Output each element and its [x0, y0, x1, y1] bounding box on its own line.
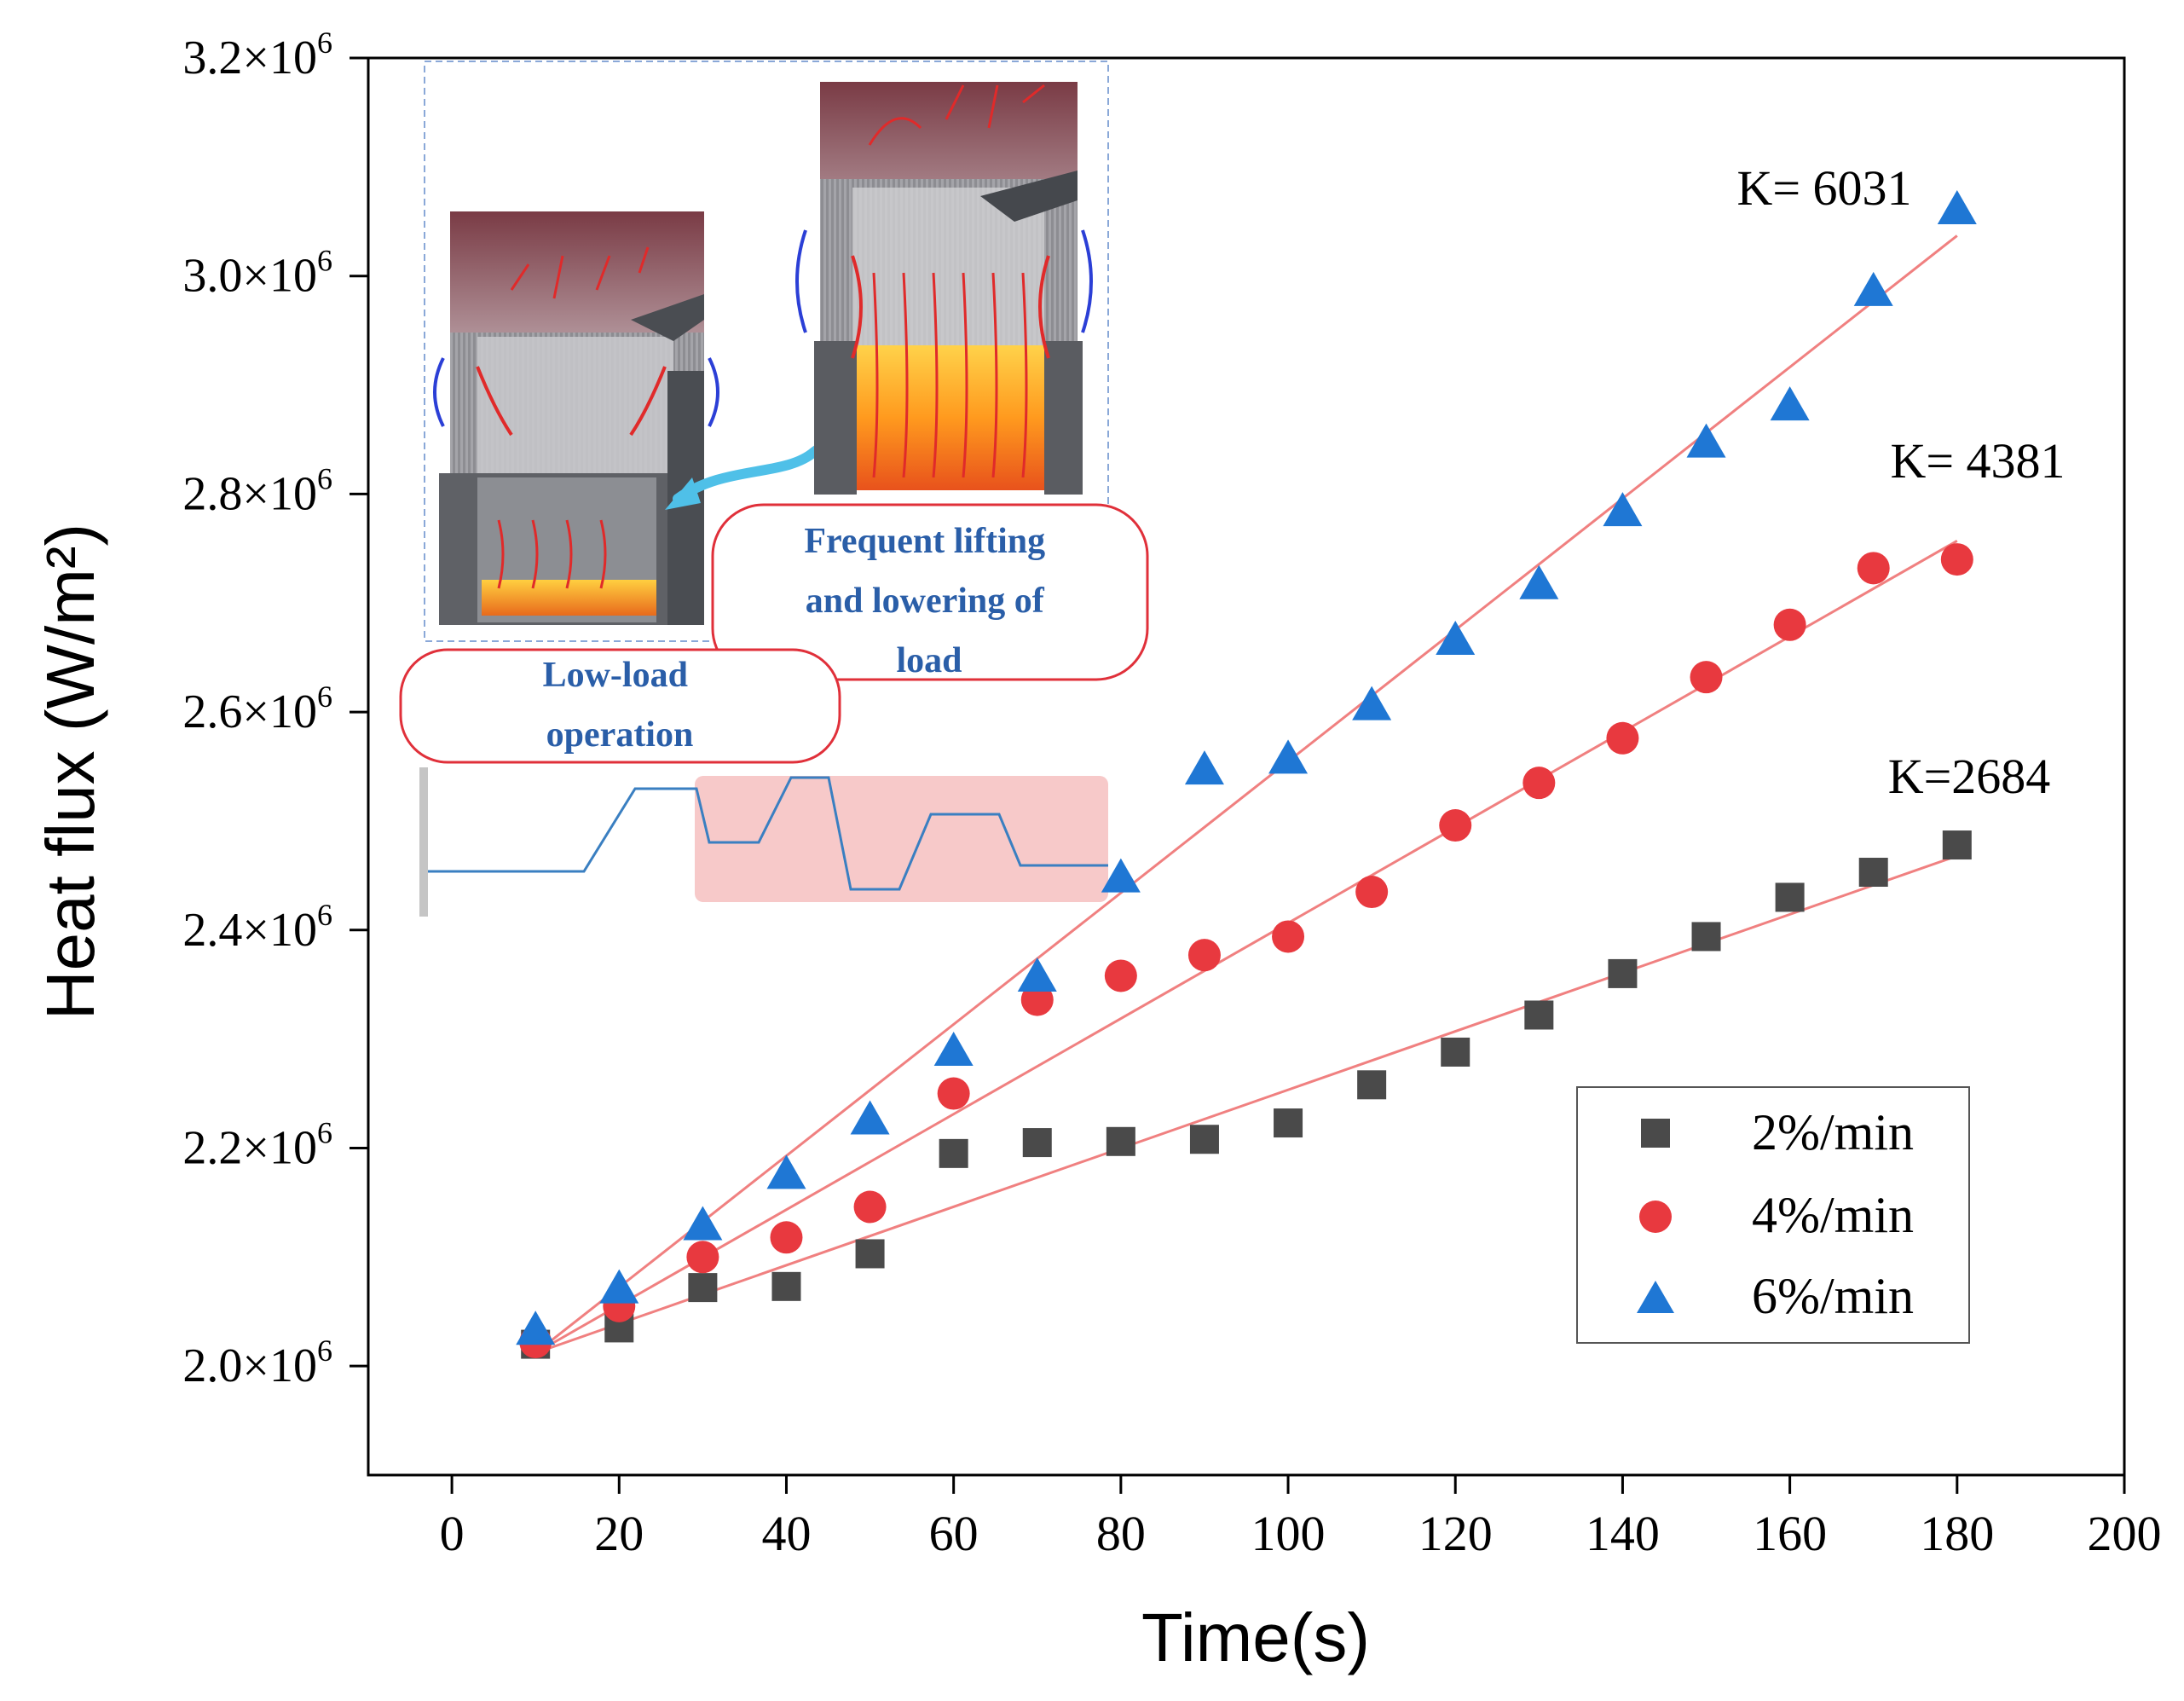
x-tick-label: 80: [1096, 1506, 1146, 1561]
data-point-square: [1274, 1108, 1303, 1138]
low-load-label: Low-load operation: [543, 656, 697, 755]
data-point-circle: [1187, 939, 1221, 972]
y-tick-label: 3.0×106: [182, 244, 332, 303]
data-point-circle: [1104, 959, 1137, 992]
data-point-square: [1608, 958, 1638, 988]
legend-marker-6pct: [1637, 1281, 1674, 1313]
legend-label-4pct: 4%/min: [1752, 1187, 1914, 1243]
data-point-circle: [853, 1190, 887, 1224]
data-point-triangle: [1436, 620, 1476, 655]
data-point-square: [1942, 830, 1972, 860]
legend-marker-4pct: [1639, 1201, 1672, 1233]
data-point-square: [1106, 1126, 1135, 1156]
legend: 2%/min 4%/min 6%/min: [1576, 1086, 1970, 1344]
data-point-triangle: [1686, 423, 1726, 458]
data-point-circle: [1522, 767, 1556, 800]
x-tick-label: 100: [1251, 1506, 1326, 1561]
data-point-triangle: [933, 1031, 974, 1066]
data-point-triangle: [1603, 492, 1643, 527]
x-tick-label: 0: [440, 1506, 465, 1561]
load-profile-line: [428, 776, 1108, 891]
data-point-square: [1357, 1070, 1387, 1100]
data-point-triangle: [683, 1206, 723, 1241]
data-point-square: [1189, 1125, 1219, 1154]
x-tick-label: 200: [2088, 1506, 2162, 1561]
x-tick-label: 120: [1418, 1506, 1493, 1561]
x-tick-label: 60: [929, 1506, 979, 1561]
load-profile-axis: [419, 767, 428, 917]
y-tick-label: 2.8×106: [182, 461, 332, 520]
load-cycling-boiler-image: [795, 82, 1093, 495]
data-point-circle: [686, 1241, 719, 1274]
data-point-triangle: [1770, 386, 1810, 421]
y-axis-title: Heat flux (W/m²): [32, 524, 108, 1020]
plot-frame: [367, 56, 2126, 1477]
fit-label: K= 4381: [1890, 433, 2065, 489]
data-point-triangle: [599, 1269, 639, 1304]
data-point-square: [1524, 1000, 1554, 1030]
x-tick-label: 40: [761, 1506, 811, 1561]
x-axis-title: Time(s): [1141, 1600, 1370, 1675]
data-point-circle: [1773, 608, 1806, 641]
fit-line: [534, 234, 1958, 1354]
fit-label: K= 6031: [1736, 160, 1911, 216]
data-point-triangle: [1352, 686, 1392, 720]
data-point-circle: [1355, 876, 1389, 909]
data-point-triangle: [516, 1310, 556, 1345]
y-tick-label: 2.6×106: [182, 680, 332, 738]
data-point-triangle: [1853, 271, 1893, 306]
data-point-circle: [1690, 661, 1723, 694]
plot-area: 0 20 40 60 80 100 120 140 160 180 200 2.0×106 2.2×10…: [182, 26, 2161, 1561]
data-point-square: [855, 1239, 885, 1269]
x-tick-label: 180: [1920, 1506, 1994, 1561]
data-point-triangle: [1519, 564, 1559, 599]
legend-marker-2pct: [1641, 1119, 1670, 1148]
data-point-triangle: [766, 1154, 806, 1189]
data-point-circle: [1940, 543, 1973, 576]
data-point-square: [1022, 1128, 1052, 1158]
data-point-triangle: [1268, 739, 1309, 774]
data-point-circle: [937, 1077, 970, 1110]
y-tick-label: 2.0×106: [182, 1334, 332, 1392]
data-point-square: [771, 1271, 801, 1301]
data-point-triangle: [850, 1100, 890, 1135]
y-tick-label: 3.2×106: [182, 26, 332, 84]
data-point-circle: [770, 1221, 803, 1254]
x-tick-label: 140: [1586, 1506, 1660, 1561]
y-tick-label: 2.2×106: [182, 1115, 332, 1174]
data-point-square: [939, 1138, 968, 1168]
legend-label-2pct: 2%/min: [1752, 1104, 1914, 1160]
inset-illustration: Frequent lifting and lowering of load Lo…: [399, 61, 1149, 917]
data-point-circle: [1606, 721, 1639, 755]
data-point-triangle: [1017, 958, 1057, 992]
low-load-callout: [399, 648, 841, 764]
data-point-circle: [1272, 920, 1305, 953]
data-point-triangle: [1101, 858, 1141, 893]
data-point-triangle: [1937, 189, 1977, 224]
y-tick-label: 2.4×106: [182, 898, 332, 957]
load-cycling-label: Frequent lifting and lowering of load: [804, 522, 1054, 680]
load-cycling-callout: [711, 503, 1149, 681]
load-cycling-highlight: [695, 776, 1108, 902]
data-point-square: [1691, 922, 1721, 952]
low-load-boiler-image: [433, 211, 719, 625]
x-tick-label: 160: [1753, 1506, 1827, 1561]
data-point-triangle: [1184, 750, 1224, 785]
data-point-circle: [1857, 552, 1890, 585]
data-point-square: [1858, 858, 1888, 888]
fit-label: K=2684: [1888, 749, 2051, 804]
data-point-square: [1441, 1037, 1470, 1067]
data-point-circle: [1439, 809, 1472, 842]
data-point-circle: [1020, 983, 1054, 1016]
data-point-square: [1775, 882, 1805, 912]
data-point-square: [688, 1273, 718, 1303]
legend-label-6pct: 6%/min: [1752, 1268, 1914, 1324]
x-tick-label: 20: [594, 1506, 644, 1561]
